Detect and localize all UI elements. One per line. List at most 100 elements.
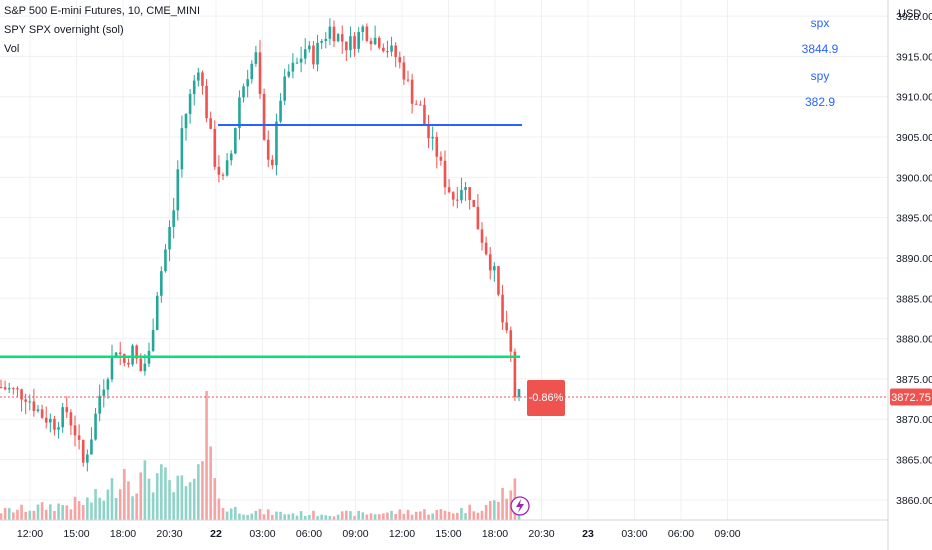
candle-body bbox=[279, 100, 282, 122]
volume-bar bbox=[443, 510, 447, 520]
volume-bar bbox=[308, 515, 311, 520]
volume-bar bbox=[291, 513, 295, 520]
candle-body bbox=[61, 407, 64, 428]
candle-body bbox=[110, 355, 114, 380]
candle-body bbox=[127, 362, 130, 365]
volume-bar bbox=[423, 509, 426, 520]
volume-bar bbox=[254, 510, 258, 520]
symbol-title[interactable]: S&P 500 E-mini Futures, 10, CME_MINI bbox=[4, 5, 201, 17]
volume-bar bbox=[131, 496, 134, 520]
candle-body bbox=[484, 242, 488, 255]
grid bbox=[0, 0, 888, 520]
candle-body bbox=[349, 36, 352, 51]
candle-body bbox=[303, 49, 307, 59]
volume-bar bbox=[12, 512, 15, 520]
time-tick-label: 03:00 bbox=[621, 528, 647, 540]
candle-body bbox=[340, 34, 344, 42]
volume-bar bbox=[234, 506, 237, 520]
volume-bar bbox=[266, 509, 270, 520]
candle-body bbox=[390, 45, 393, 52]
candle-body bbox=[197, 72, 200, 81]
candle-body bbox=[225, 160, 229, 176]
volume-bar bbox=[160, 464, 163, 520]
volume-bar bbox=[439, 509, 443, 520]
volume-bar bbox=[81, 505, 85, 520]
volume-bar bbox=[205, 391, 208, 520]
volume-bar bbox=[0, 513, 3, 520]
candle-body bbox=[357, 31, 360, 49]
time-tick-label: 09:00 bbox=[342, 528, 368, 540]
candle-body bbox=[369, 40, 373, 45]
candle-body bbox=[221, 174, 225, 176]
volume-bar bbox=[114, 497, 118, 520]
volume-bar bbox=[44, 509, 48, 520]
candle-body bbox=[53, 418, 56, 430]
candle-body bbox=[20, 389, 23, 400]
volume-bar bbox=[501, 487, 504, 520]
volume-bar bbox=[98, 497, 101, 520]
time-tick-label: 12:00 bbox=[17, 528, 43, 540]
price-axis[interactable]: USD 3860.003865.003870.003875.003880.003… bbox=[887, 0, 932, 550]
candle-body bbox=[205, 85, 208, 119]
candle-body bbox=[254, 52, 258, 64]
candle-body bbox=[262, 93, 266, 140]
volume-bar bbox=[201, 461, 204, 520]
volume-bar bbox=[312, 510, 315, 520]
candle-body bbox=[431, 136, 434, 139]
candle-body bbox=[184, 113, 188, 129]
volume-bar bbox=[410, 514, 414, 520]
volume-bar bbox=[242, 514, 245, 520]
volume-bar bbox=[250, 513, 254, 520]
volume-bar bbox=[147, 478, 151, 520]
candle-body bbox=[143, 363, 147, 372]
volume-bar bbox=[65, 505, 69, 520]
lightning-icon[interactable] bbox=[510, 496, 530, 516]
volume-bar bbox=[106, 489, 110, 520]
price-tick-label: 3900.00 bbox=[896, 172, 932, 184]
volume-bar bbox=[361, 512, 365, 520]
candle-body bbox=[414, 103, 418, 105]
candle-body bbox=[517, 389, 521, 398]
volume-bar bbox=[184, 486, 188, 520]
candle-body bbox=[213, 128, 217, 167]
volume-bar bbox=[406, 509, 410, 520]
candle-body bbox=[299, 58, 303, 63]
volume-bar bbox=[229, 508, 233, 520]
volume-bar bbox=[168, 480, 171, 520]
candle-body bbox=[16, 388, 19, 390]
candle-body bbox=[439, 156, 443, 161]
volume-bar bbox=[386, 512, 389, 520]
candle-body bbox=[406, 79, 410, 81]
candle-body bbox=[275, 121, 278, 166]
percent-change-text: -0.86% bbox=[529, 392, 564, 404]
candle-body bbox=[308, 45, 311, 50]
volume-bar bbox=[345, 510, 348, 520]
candle-body bbox=[209, 118, 212, 129]
spx-value: 3844.9 bbox=[802, 42, 839, 56]
volume-bar bbox=[139, 472, 143, 520]
candle-body bbox=[402, 62, 406, 80]
price-tick-label: 3860.00 bbox=[896, 495, 932, 507]
volume-legend[interactable]: Vol bbox=[4, 43, 20, 55]
time-axis[interactable]: 12:00 15:00 18:00 20:30 22 03:00 06:00 09:00 12:… bbox=[0, 519, 888, 540]
volume-bar bbox=[16, 509, 19, 520]
candle-body bbox=[423, 104, 426, 124]
candle-body bbox=[295, 62, 299, 64]
candle-body bbox=[77, 435, 81, 440]
indicator-legend[interactable]: SPY SPX overnight (sol) bbox=[4, 24, 124, 36]
candle-body bbox=[497, 266, 500, 295]
candle-body bbox=[164, 249, 167, 272]
volume-bar bbox=[340, 511, 344, 520]
candle-body bbox=[447, 187, 451, 193]
currency-label: USD bbox=[898, 8, 921, 20]
volume-bar bbox=[365, 514, 369, 520]
candle-body bbox=[382, 47, 385, 52]
volume-bar bbox=[61, 505, 64, 520]
volume-bar bbox=[414, 511, 418, 520]
candle-body bbox=[131, 345, 134, 365]
candle-body bbox=[135, 345, 138, 359]
price-tick-label: 3905.00 bbox=[896, 132, 932, 144]
candle-body bbox=[32, 401, 36, 411]
